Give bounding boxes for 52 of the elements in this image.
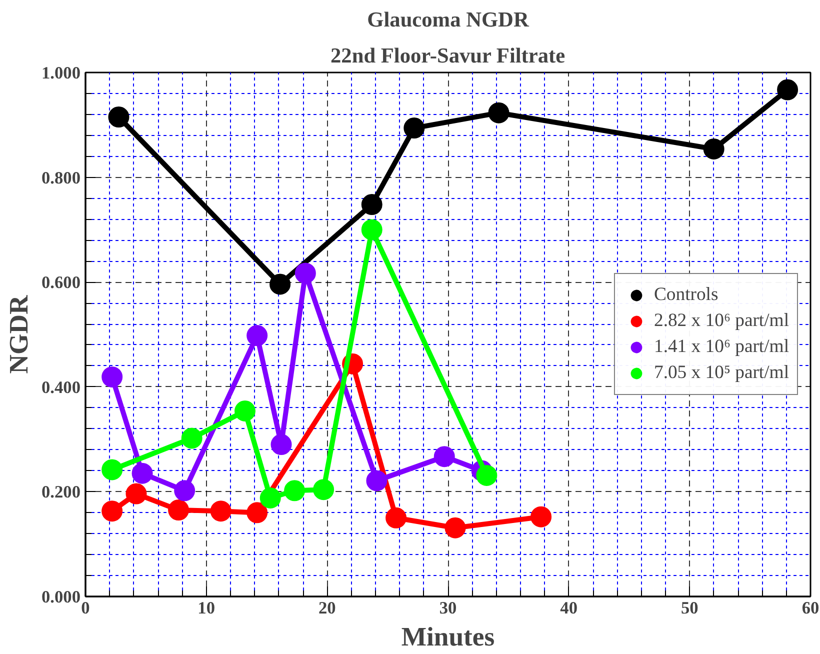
chart-subtitle: 22nd Floor-Savur Filtrate: [330, 44, 566, 68]
point: [488, 102, 510, 124]
point: [361, 194, 382, 216]
point: [108, 106, 130, 128]
point: [366, 470, 388, 492]
point: [703, 138, 724, 160]
legend-label: 7.05 x 10⁵ part/ml: [654, 362, 789, 384]
point: [181, 428, 202, 449]
y-tick-label: 1.000: [42, 64, 81, 82]
x-tick-label: 10: [198, 598, 215, 618]
y-tick-label: 0.400: [42, 378, 81, 397]
point: [168, 500, 190, 521]
point: [294, 262, 316, 284]
legend-label: Controls: [654, 284, 718, 306]
point: [246, 325, 268, 346]
point: [246, 502, 268, 524]
x-axis-title: Minutes: [401, 622, 495, 652]
y-tick-label: 0.600: [42, 273, 81, 292]
point: [174, 480, 196, 502]
x-tick-label: 50: [681, 598, 698, 618]
point: [313, 479, 334, 500]
point: [210, 500, 232, 522]
point: [777, 79, 798, 100]
x-tick-label: 20: [318, 598, 336, 618]
point: [132, 462, 153, 484]
point: [444, 517, 466, 538]
point: [270, 274, 291, 295]
point: [476, 464, 498, 486]
point: [386, 507, 407, 528]
legend-label: 2.82 x 10⁶ part/ml: [654, 310, 789, 332]
point: [234, 400, 256, 422]
point: [434, 446, 455, 468]
x-tick-label: 0: [81, 598, 90, 618]
x-tick-label: 40: [560, 598, 578, 618]
point: [404, 118, 425, 139]
point: [102, 459, 123, 480]
point: [530, 506, 552, 528]
chart-title: Glaucoma NGDR: [367, 8, 530, 32]
y-tick-label: 0.000: [42, 588, 81, 606]
point: [284, 480, 306, 502]
y-tick-label: 0.800: [42, 168, 81, 188]
y-tick-label: 0.200: [42, 482, 81, 502]
point: [260, 488, 281, 508]
point: [270, 434, 292, 456]
point: [102, 500, 123, 522]
point: [126, 483, 147, 504]
point: [361, 219, 382, 240]
x-tick-label: 30: [439, 598, 457, 618]
point: [102, 366, 123, 388]
x-tick-label: 60: [802, 598, 820, 618]
y-axis-title: NGDR: [4, 294, 34, 374]
legend-label: 1.41 x 10⁶ part/ml: [654, 336, 789, 358]
